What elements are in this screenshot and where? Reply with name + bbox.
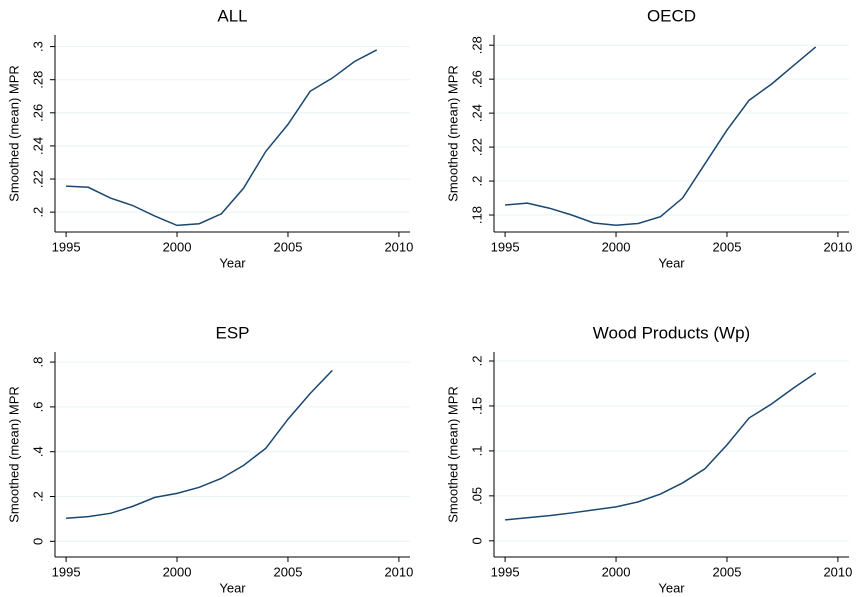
panel-title: ESP [215,323,249,342]
data-line [66,49,378,227]
y-tick-label: .2 [469,356,484,367]
y-axis-title: Smoothed (mean) MPR [6,65,21,202]
x-axis-title: Year [219,580,246,595]
y-tick-label: .1 [469,445,484,456]
y-tick-label: .2 [30,491,45,502]
data-line [505,46,817,226]
y-tick-label: .28 [469,36,484,54]
y-tick-label: .24 [469,104,484,122]
y-tick-label: .2 [30,207,45,218]
y-tick-label: .15 [469,397,484,415]
x-tick-label: 2005 [713,564,742,579]
x-tick-label: 2010 [384,239,413,254]
y-axis-title: Smoothed (mean) MPR [445,386,460,523]
y-tick-label: .2 [469,176,484,187]
data-line [505,372,817,521]
x-tick-label: 2000 [163,564,192,579]
x-tick-label: 1995 [491,564,520,579]
x-tick-label: 2000 [163,239,192,254]
y-tick-label: .05 [469,487,484,505]
x-tick-label: 1995 [52,564,81,579]
x-tick-label: 2005 [713,239,742,254]
x-tick-label: 2005 [274,239,303,254]
y-tick-label: .22 [469,138,484,156]
x-axis-title: Year [219,255,246,270]
y-tick-label: .8 [30,357,45,368]
y-tick-label: .4 [30,446,45,457]
y-tick-label: .3 [30,41,45,52]
panel-title: Wood Products (Wp) [593,323,750,342]
y-tick-label: .26 [30,104,45,122]
x-tick-label: 2010 [384,564,413,579]
x-tick-label: 2010 [823,239,852,254]
y-tick-label: .18 [469,206,484,224]
y-tick-label: 0 [30,538,45,545]
panel-title: OECD [647,6,696,25]
x-tick-label: 1995 [491,239,520,254]
x-tick-label: 2000 [602,564,631,579]
x-tick-label: 2010 [823,564,852,579]
x-axis-title: Year [658,255,685,270]
x-tick-label: 2005 [274,564,303,579]
x-tick-label: 2000 [602,239,631,254]
y-tick-label: .22 [30,170,45,188]
data-line [66,369,333,519]
y-tick-label: .6 [30,401,45,412]
y-tick-label: .26 [469,70,484,88]
y-axis-title: Smoothed (mean) MPR [445,65,460,202]
y-axis-title: Smoothed (mean) MPR [6,386,21,523]
x-axis-title: Year [658,580,685,595]
panel-title: ALL [217,6,247,25]
y-tick-label: 0 [469,537,484,544]
y-tick-label: .28 [30,71,45,89]
y-tick-label: .24 [30,137,45,155]
x-tick-label: 1995 [52,239,81,254]
